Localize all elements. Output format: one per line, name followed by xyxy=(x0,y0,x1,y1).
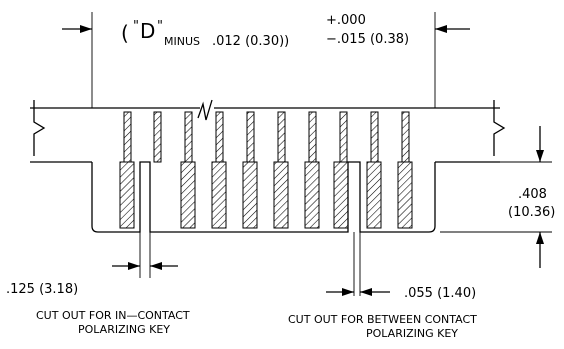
contact-lower-9 xyxy=(366,161,382,229)
contact-lower-8 xyxy=(333,161,349,229)
tolerance-plus: +.000 xyxy=(326,13,366,28)
quote-left: " xyxy=(133,19,139,34)
in-contact-key-caption-1: CUT OUT FOR IN—CONTACT xyxy=(36,309,190,322)
in-contact-key-value: .125 (3.18) xyxy=(6,282,78,297)
between-contact-key-dimension: .055 (1.40) CUT OUT FOR BETWEEN CONTACT … xyxy=(288,232,477,340)
contact-lower-5 xyxy=(242,161,258,229)
minus-value: .012 (0.30)) xyxy=(212,34,289,49)
contact-upper-10 xyxy=(401,111,410,163)
contact-lower-6 xyxy=(273,161,289,229)
contact-lower-7 xyxy=(304,161,320,229)
contact-lower-4 xyxy=(211,161,227,229)
contact-upper-7 xyxy=(308,111,317,163)
in-contact-key-caption-2: POLARIZING KEY xyxy=(78,323,170,336)
contact-upper-2 xyxy=(153,111,162,163)
height-mm: (10.36) xyxy=(508,205,555,220)
overall-width-dimension: ( " D " MINUS .012 (0.30)) +.000 −.015 (… xyxy=(62,12,470,108)
height-dimension: .408 (10.36) xyxy=(440,126,555,268)
connector-body xyxy=(30,99,506,233)
between-contact-key-caption-1: CUT OUT FOR BETWEEN CONTACT xyxy=(288,313,477,326)
dimension-letter-d: D xyxy=(140,19,155,43)
minus-word: MINUS xyxy=(164,35,200,48)
contact-lower-3 xyxy=(180,161,196,229)
contact-upper-6 xyxy=(277,111,286,163)
contact-upper-5 xyxy=(246,111,255,163)
quote-right: " xyxy=(157,19,163,34)
contact-upper-4 xyxy=(215,111,224,163)
contacts xyxy=(119,111,413,229)
open-paren: ( xyxy=(121,21,129,45)
contact-lower-1 xyxy=(119,161,135,229)
contact-upper-1 xyxy=(123,111,132,163)
between-contact-key-value: .055 (1.40) xyxy=(404,286,476,301)
contact-upper-8 xyxy=(339,111,348,163)
contact-lower-10 xyxy=(397,161,413,229)
between-contact-key-caption-2: POLARIZING KEY xyxy=(366,327,458,340)
contact-upper-9 xyxy=(370,111,379,163)
contact-upper-3 xyxy=(184,111,193,163)
tolerance-minus: −.015 (0.38) xyxy=(326,32,409,47)
in-contact-key-dimension: .125 (3.18) CUT OUT FOR IN—CONTACT POLAR… xyxy=(6,232,190,336)
height-inch: .408 xyxy=(518,187,547,202)
